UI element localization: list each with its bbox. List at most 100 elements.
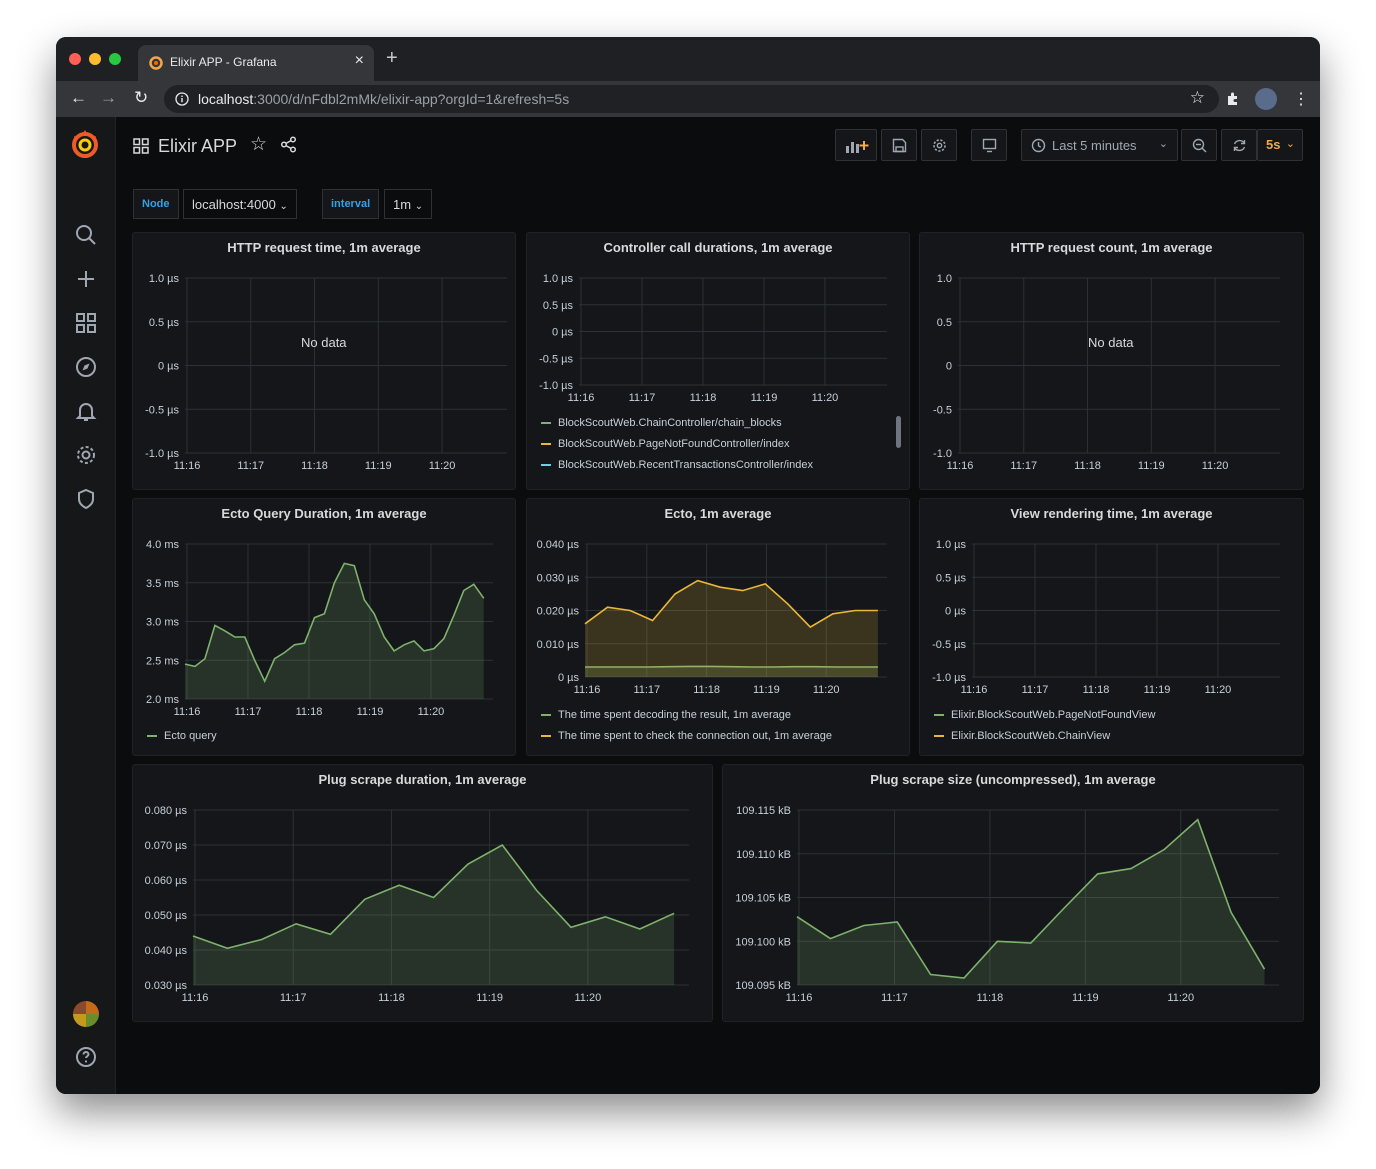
reload-icon[interactable]: ↻ xyxy=(134,88,149,107)
add-panel-button[interactable] xyxy=(835,129,877,161)
share-icon[interactable] xyxy=(280,136,297,153)
new-tab-button[interactable]: + xyxy=(386,47,398,69)
cycle-view-mode-button[interactable] xyxy=(971,129,1007,161)
back-icon[interactable]: ← xyxy=(70,88,87,107)
search-icon[interactable] xyxy=(74,223,98,247)
panel-7[interactable]: Plug scrape duration, 1m average 0.080 µs… xyxy=(132,764,713,1022)
panel-chart: 0.040 µs0.030 µs0.020 µs0.010 µs0 µs11:1… xyxy=(537,539,887,696)
legend-item[interactable]: BlockScoutWeb.PageNotFoundController/ind… xyxy=(541,438,790,450)
y-tick-label: 0.5 µs xyxy=(936,572,967,584)
legend-item[interactable]: The time spent decoding the result, 1m a… xyxy=(541,709,791,721)
x-tick-label: 11:20 xyxy=(418,706,445,718)
shield-icon[interactable] xyxy=(74,487,98,511)
explore-icon[interactable] xyxy=(74,355,98,379)
panel-title[interactable]: HTTP request count, 1m average xyxy=(1010,240,1213,255)
y-tick-label: 109.115 kB xyxy=(736,805,791,817)
configuration-gear-icon[interactable] xyxy=(74,443,98,467)
panel-chart: 109.115 kB 109.110 kB 109.105 kB 109.100 kB… xyxy=(735,805,1279,1004)
help-icon[interactable] xyxy=(74,1045,98,1069)
time-range-picker[interactable]: Last 5 minutes ⌄ xyxy=(1021,129,1178,161)
tab-bar: Elixir APP - Grafana × + xyxy=(56,37,1320,81)
x-tick-label: 11:18 xyxy=(690,392,717,404)
legend-swatch xyxy=(541,422,551,425)
legend-item[interactable]: Elixir.BlockScoutWeb.ChainView xyxy=(934,730,1110,742)
dashboard-title[interactable]: Elixir APP xyxy=(158,136,238,156)
x-tick-label: 11:17 xyxy=(237,460,264,472)
x-tick-label: 11:19 xyxy=(476,992,503,1004)
browser-window: Elixir APP - Grafana × + ← → ↻ localhost… xyxy=(56,37,1320,1094)
legend-label: Elixir.BlockScoutWeb.PageNotFoundView xyxy=(951,709,1156,721)
y-tick-label: 2.5 ms xyxy=(146,655,180,667)
legend-item[interactable]: BlockScoutWeb.ChainController/chain_bloc… xyxy=(541,417,782,429)
refresh-button[interactable] xyxy=(1221,129,1257,161)
y-tick-label: 0.040 µs xyxy=(537,539,580,551)
grafana-favicon-icon xyxy=(149,56,163,70)
x-tick-label: 11:18 xyxy=(1083,684,1110,696)
save-dashboard-button[interactable] xyxy=(881,129,917,161)
star-icon[interactable]: ☆ xyxy=(250,134,268,155)
panel-4[interactable]: Ecto Query Duration, 1m average 4.0 ms 3.5… xyxy=(132,498,516,756)
legend-label: BlockScoutWeb.PageNotFoundController/ind… xyxy=(558,438,790,450)
legend-scrollbar[interactable] xyxy=(896,416,901,448)
side-menu xyxy=(56,117,116,1094)
panel-title[interactable]: View rendering time, 1m average xyxy=(1010,506,1213,521)
legend-label: The time spent to check the connection o… xyxy=(558,730,832,742)
panel-title[interactable]: Plug scrape size (uncompressed), 1m aver… xyxy=(870,772,1156,787)
panel-5[interactable]: Ecto, 1m average 0.040 µs 0.030 µs 0.020 µs… xyxy=(526,498,910,756)
legend-label: BlockScoutWeb.RecentTransactionsControll… xyxy=(558,459,813,471)
panel-3[interactable]: HTTP request count, 1m average 1.0 0.5 0 -0.… xyxy=(919,232,1304,490)
y-tick-label: 109.095 kB xyxy=(735,980,791,992)
legend-item[interactable]: The time spent to check the connection o… xyxy=(541,730,832,742)
forward-icon[interactable]: → xyxy=(100,88,117,107)
legend-item[interactable]: Ecto query xyxy=(147,730,217,742)
refresh-interval-picker[interactable]: 5s ⌄ xyxy=(1257,129,1303,161)
variable-select-node[interactable]: localhost:4000 ⌄ xyxy=(183,189,297,219)
maximize-window-button[interactable] xyxy=(109,53,121,65)
variable-value-node: localhost:4000 xyxy=(192,197,276,212)
close-window-button[interactable] xyxy=(69,53,81,65)
panel-1[interactable]: HTTP request time, 1m average 1.0 µs 0.5 µ… xyxy=(132,232,516,490)
legend-item[interactable]: BlockScoutWeb.RecentTransactionsControll… xyxy=(541,459,813,471)
x-tick-label: 11:17 xyxy=(1022,684,1049,696)
dashboards-icon[interactable] xyxy=(74,311,98,335)
x-tick-label: 11:17 xyxy=(280,992,307,1004)
close-tab-icon[interactable]: × xyxy=(354,52,364,69)
extensions-icon[interactable] xyxy=(1225,91,1241,107)
panel-title[interactable]: HTTP request time, 1m average xyxy=(227,240,421,255)
panel-2[interactable]: Controller call durations, 1m average 1.0… xyxy=(526,232,910,490)
bookmark-star-icon[interactable]: ☆ xyxy=(1189,88,1205,107)
panel-title[interactable]: Ecto Query Duration, 1m average xyxy=(221,506,427,521)
grafana-logo[interactable] xyxy=(68,127,102,161)
plus-icon[interactable] xyxy=(74,267,98,291)
panel-title[interactable]: Plug scrape duration, 1m average xyxy=(318,772,527,787)
variable-select-interval[interactable]: 1m ⌄ xyxy=(384,189,433,219)
y-tick-label: 0 µs xyxy=(552,327,574,339)
panel-chart: 1.0 0.5 0 -0.5 -1.011:16 11:17 11:18 11:19 11:20 xyxy=(933,273,1280,472)
site-info-icon[interactable] xyxy=(175,92,189,106)
alerting-bell-icon[interactable] xyxy=(74,399,98,423)
y-tick-label: 0 µs xyxy=(945,606,967,618)
y-tick-label: 0 µs xyxy=(158,361,180,373)
y-tick-label: 1.0 µs xyxy=(543,273,574,285)
legend-label: Elixir.BlockScoutWeb.ChainView xyxy=(951,730,1111,742)
panel-8[interactable]: Plug scrape size (uncompressed), 1m aver… xyxy=(722,764,1304,1022)
clock-icon xyxy=(1031,138,1046,153)
y-tick-label: 0 xyxy=(946,361,952,373)
panel-title[interactable]: Ecto, 1m average xyxy=(664,506,772,521)
y-tick-label: 0.5 µs xyxy=(149,317,180,329)
panel-6[interactable]: View rendering time, 1m average 1.0 µs 0.5… xyxy=(919,498,1304,756)
legend-item[interactable]: Elixir.BlockScoutWeb.PageNotFoundView xyxy=(934,709,1155,721)
legend-label: Ecto query xyxy=(164,730,217,742)
profile-avatar[interactable] xyxy=(1255,88,1277,110)
panel-title[interactable]: Controller call durations, 1m average xyxy=(603,240,833,255)
dashboard-grid-icon xyxy=(133,138,149,154)
user-avatar[interactable] xyxy=(73,1001,99,1027)
dashboard-settings-button[interactable] xyxy=(921,129,957,161)
zoom-out-button[interactable] xyxy=(1181,129,1217,161)
browser-menu-icon[interactable]: ⋮ xyxy=(1293,91,1309,108)
minimize-window-button[interactable] xyxy=(89,53,101,65)
y-tick-label: -1.0 µs xyxy=(932,672,966,684)
browser-tab[interactable]: Elixir APP - Grafana × xyxy=(138,45,374,81)
address-bar[interactable]: localhost:3000/d/nFdbl2mMk/elixir-app?or… xyxy=(164,85,1219,113)
